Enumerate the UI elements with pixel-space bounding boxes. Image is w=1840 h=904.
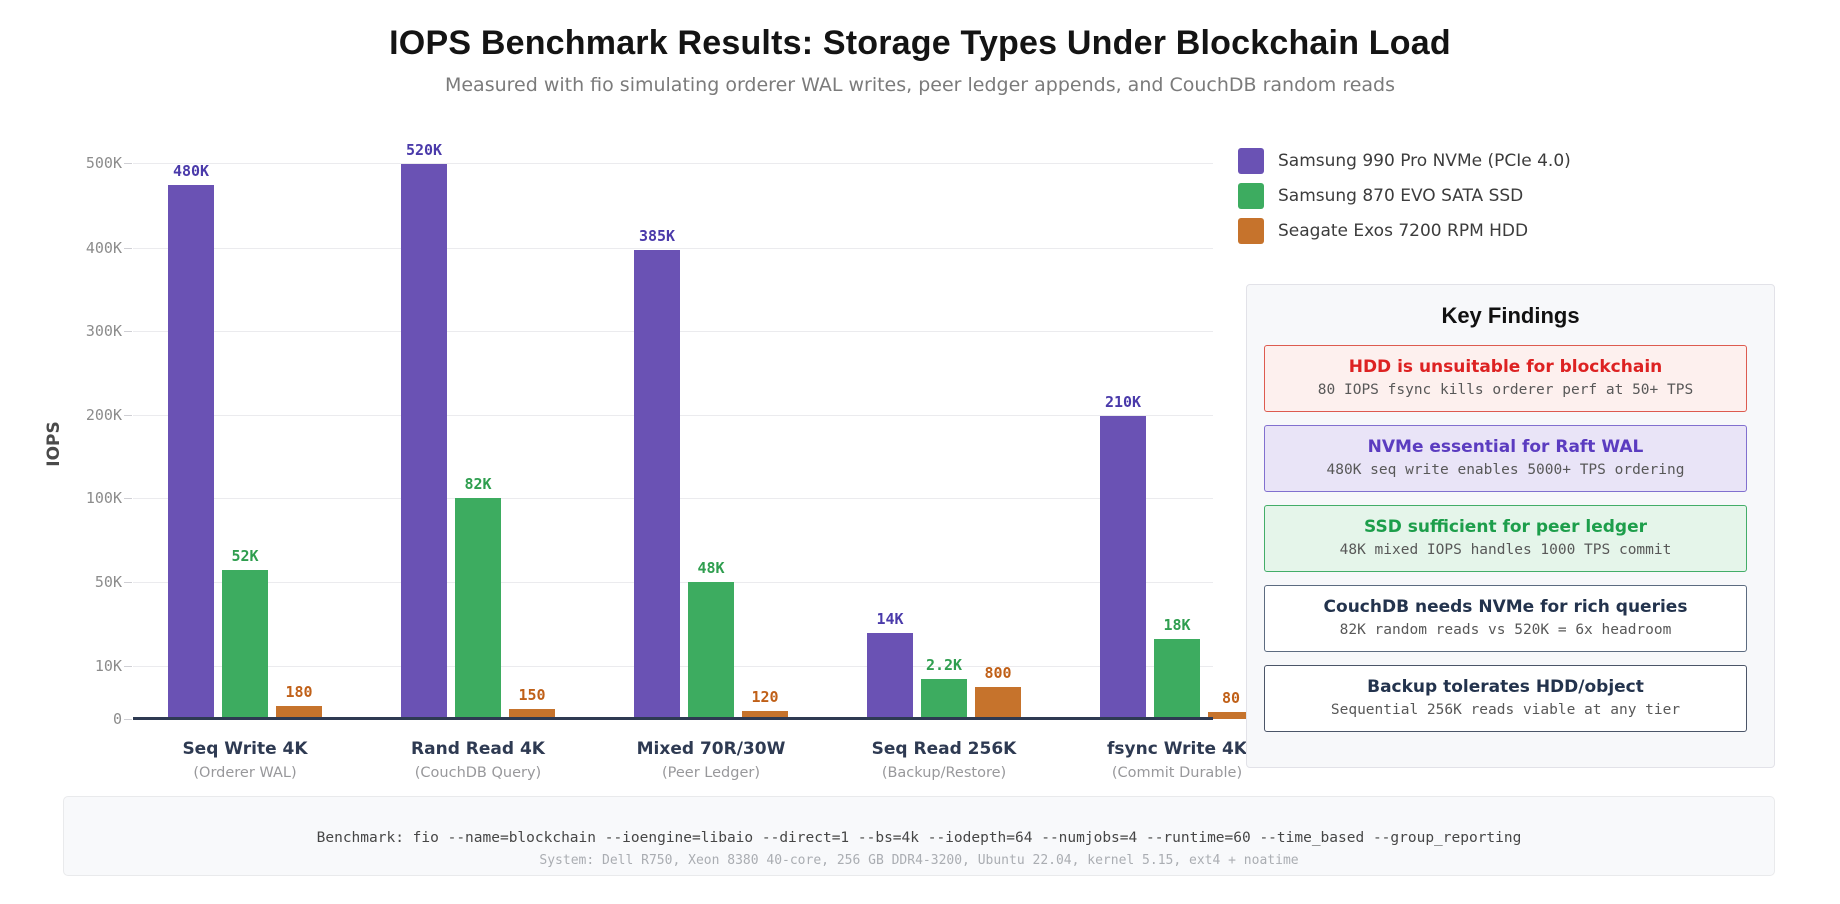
y-tick-label-300k: 300K	[85, 321, 122, 340]
bar-value-nvme-rand-read-4k: 520K	[405, 141, 443, 159]
y-tick-label-0: 0	[112, 710, 122, 728]
y-tick-mark	[124, 666, 132, 668]
bar-value-sata-ssd-mixed-70r-30w: 48K	[697, 559, 725, 577]
key-findings-panel: Key Findings HDD is unsuitable for block…	[1246, 284, 1775, 768]
y-tick-label-400k: 400K	[85, 239, 122, 258]
key-findings-title: Key Findings	[1441, 303, 1580, 328]
key-finding-card-nvme-essential-for: NVMe essential for Raft WAL 480K seq writ…	[1264, 425, 1747, 492]
bar-value-nvme-seq-write-4k: 480K	[172, 162, 210, 180]
page-subtitle: Measured with fio simulating orderer WAL…	[444, 74, 1396, 96]
key-finding-card-title: SSD sufficient for peer ledger	[1363, 517, 1648, 537]
bar-sata-ssd-fsync-write-4k	[1154, 639, 1200, 719]
y-axis-label: IOPS	[44, 421, 64, 467]
legend-item-hdd: Seagate Exos 7200 RPM HDD	[1238, 218, 1571, 244]
key-finding-card-text: 48K mixed IOPS handles 1000 TPS commit	[1339, 542, 1672, 558]
key-finding-card-backup-tolerates-hdd: Backup tolerates HDD/object Sequential 25…	[1264, 665, 1747, 732]
bar-hdd-seq-read-256k	[975, 687, 1021, 719]
x-tick-sublabel-fsync-write-4k: (Commit Durable)	[1111, 765, 1243, 781]
key-findings-cards: HDD is unsuitable for blockchain 80 IOPS …	[1264, 345, 1747, 745]
key-finding-card-ssd-sufficient-for: SSD sufficient for peer ledger 48K mixed …	[1264, 505, 1747, 572]
bar-sata-ssd-rand-read-4k	[455, 498, 501, 719]
bar-value-sata-ssd-fsync-write-4k: 18K	[1163, 616, 1191, 634]
x-tick-sublabel-seq-write-4k: (Orderer WAL)	[193, 765, 297, 781]
bar-value-hdd-fsync-write-4k: 80	[1221, 689, 1241, 707]
page-title: IOPS Benchmark Results: Storage Types Un…	[389, 24, 1451, 62]
bar-value-hdd-rand-read-4k: 150	[518, 686, 546, 704]
bar-value-sata-ssd-rand-read-4k: 82K	[464, 475, 492, 493]
x-tick-label-mixed-70r-30w: Mixed 70R/30W	[636, 739, 786, 759]
key-finding-card-text: 82K random reads vs 520K = 6x headroom	[1339, 622, 1672, 638]
x-tick-label-seq-read-256k: Seq Read 256K	[871, 739, 1017, 759]
legend-swatch-sata-ssd	[1238, 183, 1264, 209]
bar-sata-ssd-mixed-70r-30w	[688, 582, 734, 719]
bar-value-sata-ssd-seq-write-4k: 52K	[231, 547, 259, 565]
bar-hdd-seq-write-4k	[276, 706, 322, 719]
bar-value-nvme-seq-read-256k: 14K	[876, 610, 904, 628]
x-tick-label-rand-read-4k: Rand Read 4K	[411, 739, 545, 759]
legend-swatch-hdd	[1238, 218, 1264, 244]
bar-value-sata-ssd-seq-read-256k: 2.2K	[925, 656, 963, 674]
bar-hdd-rand-read-4k	[509, 709, 555, 719]
x-tick-sublabel-seq-read-256k: (Backup/Restore)	[881, 765, 1007, 781]
key-finding-card-text: Sequential 256K reads viable at any tier	[1330, 702, 1681, 718]
bar-nvme-rand-read-4k	[401, 164, 447, 719]
benchmark-command-line: Benchmark: fio --name=blockchain --ioeng…	[316, 830, 1522, 846]
system-spec-line: System: Dell R750, Xeon 8380 40-core, 25…	[539, 853, 1299, 868]
y-tick-label-500k: 500K	[85, 154, 122, 172]
x-axis-baseline	[133, 717, 1213, 720]
bar-nvme-mixed-70r-30w	[634, 250, 680, 719]
key-finding-card-title: CouchDB needs NVMe for rich queries	[1323, 597, 1688, 617]
chart-legend: Samsung 990 Pro NVMe (PCIe 4.0) Samsung 8…	[1238, 148, 1571, 244]
bar-nvme-seq-read-256k	[867, 633, 913, 719]
y-tick-mark	[124, 163, 132, 164]
y-tick-mark	[124, 582, 132, 584]
key-finding-card-title: NVMe essential for Raft WAL	[1367, 437, 1644, 457]
key-finding-card-hdd-is-unsuitable: HDD is unsuitable for blockchain 80 IOPS …	[1264, 345, 1747, 412]
y-tick-label-200k: 200K	[85, 405, 122, 424]
y-tick-mark	[124, 248, 132, 250]
bar-hdd-fsync-write-4k	[1208, 712, 1254, 719]
bar-sata-ssd-seq-write-4k	[222, 570, 268, 719]
bar-value-nvme-mixed-70r-30w: 385K	[638, 227, 676, 245]
key-finding-card-title: HDD is unsuitable for blockchain	[1348, 357, 1663, 377]
y-tick-mark	[124, 414, 132, 416]
legend-item-sata-ssd: Samsung 870 EVO SATA SSD	[1238, 183, 1571, 209]
y-tick-label-10k: 10K	[94, 657, 122, 676]
bar-sata-ssd-seq-read-256k	[921, 679, 967, 719]
bar-value-hdd-mixed-70r-30w: 120	[751, 688, 779, 706]
bar-nvme-seq-write-4k	[168, 185, 214, 719]
key-finding-card-text: 80 IOPS fsync kills orderer perf at 50+ …	[1317, 382, 1694, 398]
y-tick-mark	[124, 330, 132, 332]
y-tick-label-100k: 100K	[85, 489, 122, 508]
bar-nvme-fsync-write-4k	[1100, 416, 1146, 719]
gridline-500k	[133, 163, 1213, 164]
bar-value-hdd-seq-read-256k: 800	[984, 664, 1012, 682]
footer-note: Benchmark: fio --name=blockchain --ioeng…	[63, 796, 1775, 876]
legend-label-nvme: Samsung 990 Pro NVMe (PCIe 4.0)	[1278, 151, 1571, 171]
x-tick-label-fsync-write-4k: fsync Write 4K	[1107, 739, 1247, 759]
legend-item-nvme: Samsung 990 Pro NVMe (PCIe 4.0)	[1238, 148, 1571, 174]
y-tick-mark	[124, 719, 132, 720]
bar-chart-plot-area: 480K 52K 180 520K 82K 150 385K 48K 120 14K 2.2K 800…	[133, 141, 1254, 719]
bar-value-nvme-fsync-write-4k: 210K	[1104, 393, 1142, 411]
y-tick-mark	[124, 498, 132, 500]
key-finding-card-couchdb-needs-nvme: CouchDB needs NVMe for rich queries 82K r…	[1264, 585, 1747, 652]
x-tick-sublabel-rand-read-4k: (CouchDB Query)	[414, 765, 542, 781]
legend-label-hdd: Seagate Exos 7200 RPM HDD	[1278, 221, 1529, 241]
gridline-400k	[133, 248, 1213, 250]
x-tick-label-seq-write-4k: Seq Write 4K	[182, 739, 308, 759]
x-tick-sublabel-mixed-70r-30w: (Peer Ledger)	[662, 765, 760, 781]
key-finding-card-title: Backup tolerates HDD/object	[1367, 677, 1644, 697]
bar-hdd-mixed-70r-30w	[742, 711, 788, 719]
bar-value-hdd-seq-write-4k: 180	[285, 683, 313, 701]
legend-swatch-nvme	[1238, 148, 1264, 174]
legend-label-sata-ssd: Samsung 870 EVO SATA SSD	[1278, 186, 1524, 206]
y-tick-label-50k: 50K	[94, 573, 122, 592]
key-finding-card-text: 480K seq write enables 5000+ TPS orderin…	[1326, 462, 1685, 478]
